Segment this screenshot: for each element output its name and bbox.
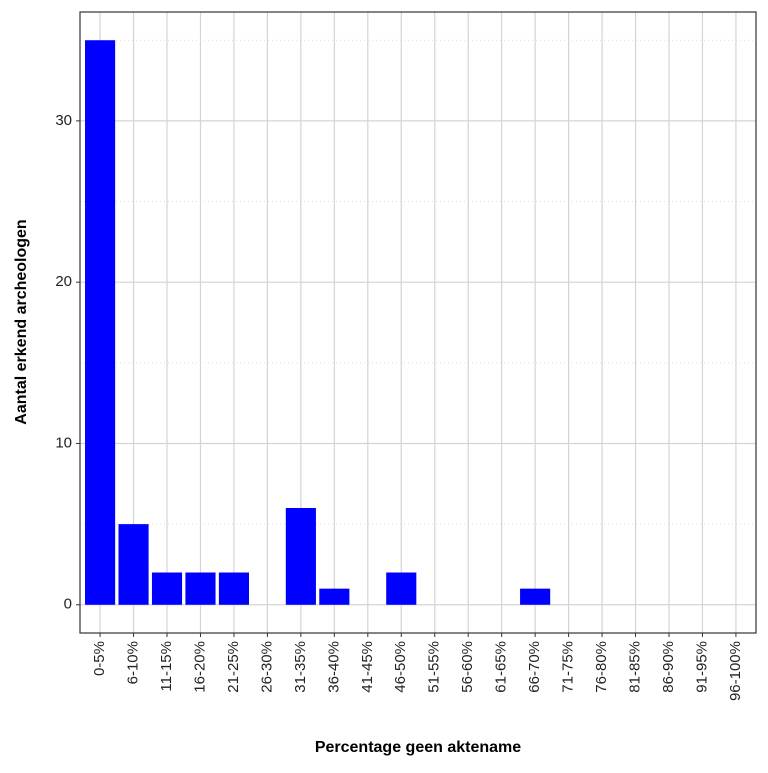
x-tick-label: 46-50% — [392, 641, 409, 693]
y-tick-label: 0 — [64, 596, 72, 613]
x-tick-label: 41-45% — [359, 641, 376, 693]
x-tick-label: 61-65% — [493, 641, 510, 693]
x-tick-label: 31-35% — [292, 641, 309, 693]
x-tick-label: 51-55% — [426, 641, 443, 693]
bar — [118, 524, 149, 605]
bar — [85, 40, 116, 605]
x-tick-label: 81-85% — [626, 641, 643, 693]
bar — [285, 507, 316, 605]
x-tick-label: 71-75% — [560, 641, 577, 693]
bar — [520, 588, 551, 605]
x-axis-title: Percentage geen aktename — [315, 739, 521, 756]
bar — [386, 572, 417, 605]
x-tick-label: 76-80% — [593, 641, 610, 693]
x-tick-label: 16-20% — [191, 641, 208, 693]
x-tick-label: 26-30% — [258, 641, 275, 693]
y-tick-label: 20 — [55, 273, 72, 290]
x-tick-label: 96-100% — [727, 641, 744, 701]
bar — [151, 572, 183, 605]
y-tick-label: 30 — [55, 112, 72, 129]
x-tick-label: 66-70% — [526, 641, 543, 693]
x-tick-label: 6-10% — [125, 641, 142, 684]
x-tick-label: 21-25% — [225, 641, 242, 693]
x-tick-label: 11-15% — [158, 641, 175, 692]
y-axis-title: Aantal erkend archeologen — [13, 219, 30, 424]
x-tick-label: 56-60% — [459, 641, 476, 693]
bar — [185, 572, 216, 605]
x-tick-label: 91-95% — [693, 641, 710, 693]
x-tick-label: 36-40% — [325, 641, 342, 693]
panel-border — [79, 11, 757, 634]
bar — [319, 588, 350, 605]
x-tick-label: 86-90% — [660, 641, 677, 693]
x-tick-label: 0-5% — [91, 641, 108, 676]
y-tick-label: 10 — [55, 434, 72, 451]
bar — [218, 572, 249, 605]
